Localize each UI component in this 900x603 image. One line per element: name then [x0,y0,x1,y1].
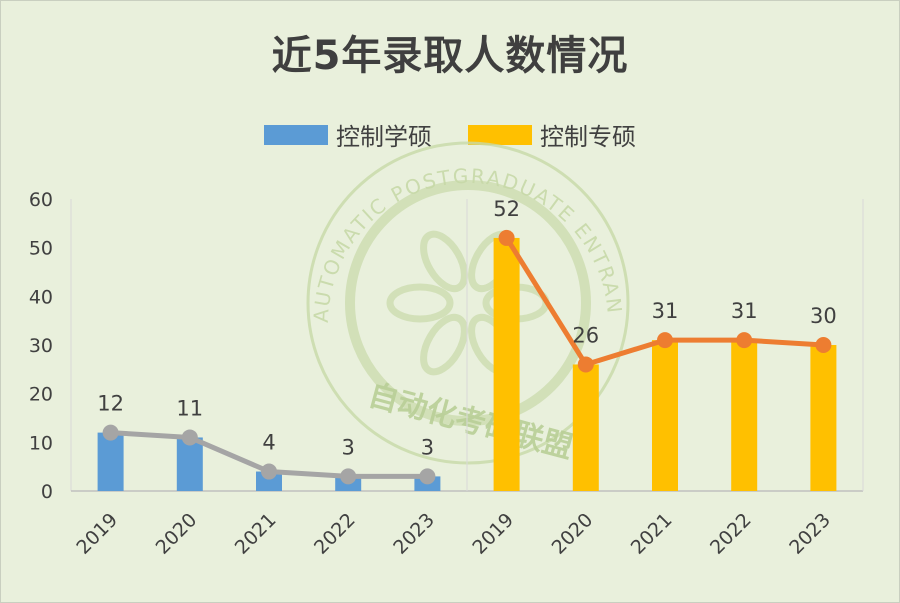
y-tick-label: 60 [29,189,53,211]
watermark-leaf-icon [420,313,468,376]
x-tick-label: 2021 [627,509,677,559]
x-tick-label: 2023 [785,509,835,559]
data-label: 31 [731,299,758,323]
x-tick-label: 2023 [389,509,439,559]
data-label: 26 [572,323,599,347]
chart-title: 近5年录取人数情况 [271,33,629,79]
x-tick-label: 2022 [310,509,360,559]
data-label: 30 [810,304,837,328]
bar [810,345,837,491]
line-point [340,468,357,485]
data-label: 52 [493,197,520,221]
line-point [498,229,515,246]
line-point [815,337,832,353]
watermark-leaf-icon [420,230,468,293]
line-point [181,429,198,446]
x-tick-label: 2020 [152,509,202,559]
legend-swatch-xueshuo [264,124,328,145]
line-point [419,468,436,485]
line-point [577,356,594,373]
legend: 控制学硕 控制专硕 [1,117,899,152]
watermark-leaf-icon [386,283,454,323]
data-label: 3 [421,435,434,459]
bar [176,437,203,491]
y-tick-label: 10 [29,432,53,454]
watermark-outer-ring [306,141,630,465]
line-point [261,463,277,480]
y-tick-label: 40 [29,286,53,308]
data-label: 11 [176,396,203,420]
legend-swatch-zhuanshuo [468,124,532,145]
data-label: 31 [652,299,679,323]
y-tick-label: 50 [29,238,53,260]
x-tick-label: 2022 [706,509,756,559]
watermark-inner-ring [345,180,591,426]
legend-item-xueshuo: 控制学硕 [264,117,432,152]
data-label: 3 [342,435,355,459]
x-tick-label: 2019 [468,509,518,559]
y-tick-label: 0 [41,481,53,503]
data-label: 4 [262,431,275,455]
watermark-ring-text: AUTOMATIC POSTGRADUATE ENTRANCE EXAMINAT… [1,1,627,323]
legend-item-zhuanshuo: 控制专硕 [468,117,636,152]
bar [256,471,282,491]
bar [731,340,758,491]
watermark-emblem: AUTOMATIC POSTGRADUATE ENTRANCE EXAMINAT… [1,1,630,466]
legend-label-xueshuo: 控制学硕 [336,123,432,151]
bar [97,432,124,491]
bar [493,237,520,491]
line-point [102,424,119,441]
y-tick-label: 20 [29,384,53,406]
bar [572,364,599,491]
line-point [736,332,753,349]
axes: 0 10 20 30 40 50 60 [29,189,864,503]
x-tick-label: 2019 [72,509,122,559]
x-tick-label: 2021 [231,509,281,559]
x-tick-label: 2020 [548,509,598,559]
data-label: 12 [97,392,124,416]
bar [652,340,678,491]
line-point [657,332,673,349]
y-tick-label: 30 [29,335,53,357]
legend-label-zhuanshuo: 控制专硕 [540,123,636,151]
